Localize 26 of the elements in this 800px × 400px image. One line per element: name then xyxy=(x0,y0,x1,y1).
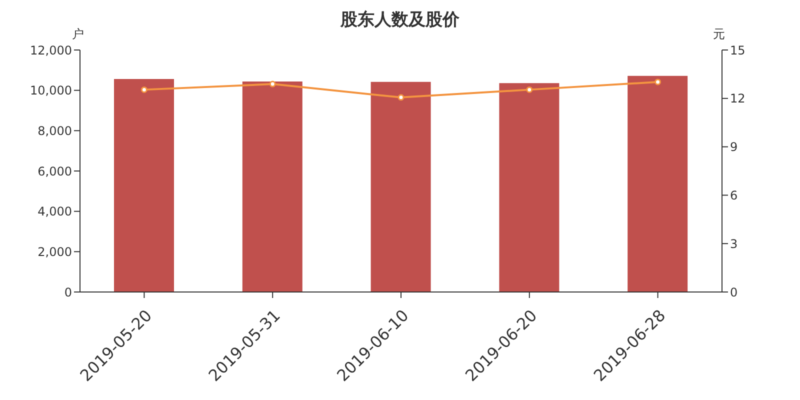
point xyxy=(654,78,662,86)
point xyxy=(269,80,276,88)
point xyxy=(526,86,533,93)
y-axis-title: 户 xyxy=(72,26,84,43)
y-tick-label: 0 xyxy=(64,285,72,300)
y2-axis-title: 元 xyxy=(713,26,725,43)
y2-tick-label: 15 xyxy=(730,43,746,58)
y2-tick-label: 6 xyxy=(730,188,738,202)
y2-tick-label: 0 xyxy=(730,285,738,300)
bar xyxy=(499,83,560,292)
point xyxy=(398,94,404,101)
bar xyxy=(114,79,174,292)
y-tick-label: 8,000 xyxy=(38,124,72,138)
y-tick-label: 6,000 xyxy=(38,164,72,178)
y2-tick-label: 12 xyxy=(730,92,746,106)
bar xyxy=(370,82,431,292)
bar xyxy=(242,81,302,292)
chart-title: 股东人数及股价 xyxy=(340,10,460,30)
point xyxy=(140,86,148,93)
y2-tick-label: 9 xyxy=(730,140,738,154)
y-tick-label: 4,000 xyxy=(38,204,72,219)
y-tick-label: 12,000 xyxy=(30,43,72,58)
bar xyxy=(628,76,688,292)
y2-tick-label: 3 xyxy=(730,236,738,251)
y-tick-label: 2,000 xyxy=(38,244,72,259)
y-tick-label: 10,000 xyxy=(30,84,72,98)
